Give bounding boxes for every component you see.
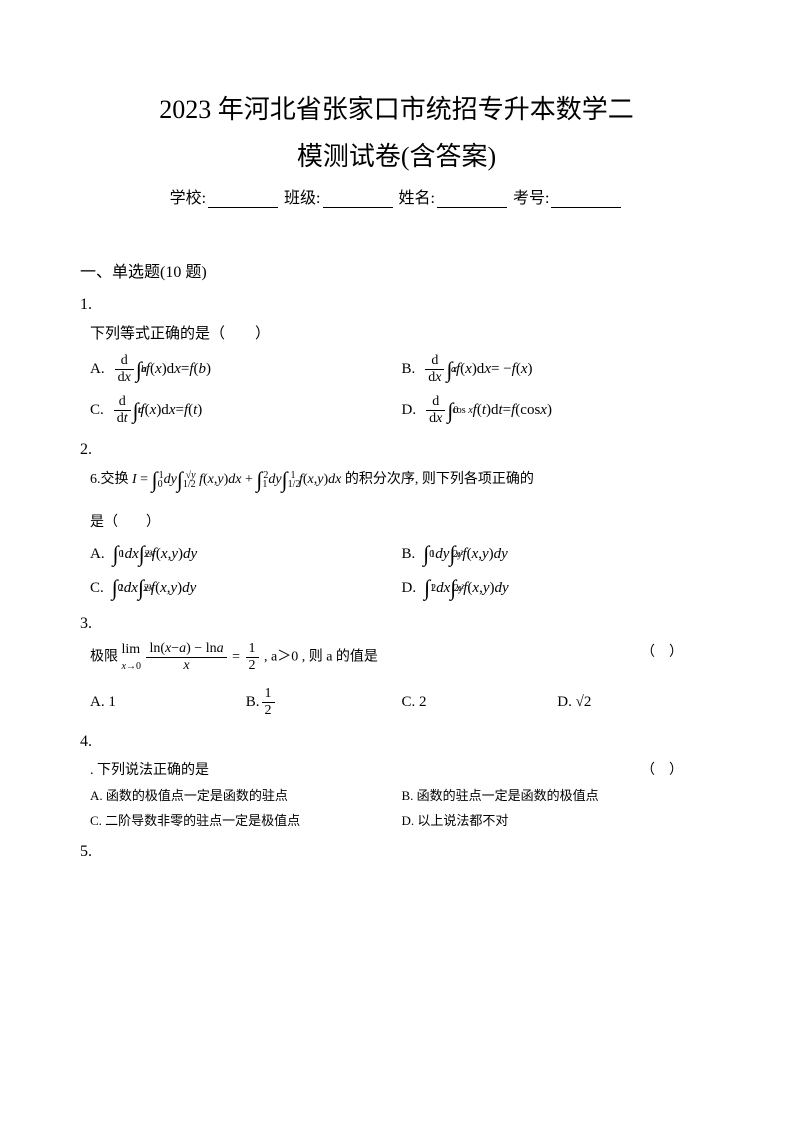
q4-text: . 下列说法正确的是 (90, 763, 209, 778)
q3-optB: B. 12 (246, 686, 402, 719)
q3-number: 3. (80, 615, 713, 633)
q3-optC: C. 2 (402, 686, 558, 719)
q4-optA: A. 函数的极值点一定是函数的驻点 (90, 785, 402, 804)
q3-suffix: , a＞0 , 则 a 的值是 (264, 650, 378, 665)
q5-number: 5. (80, 843, 713, 861)
q1-options-row1: A. ddx ∫ab f(x)dx = f(b) B. ddx ∫xa f(x)… (90, 353, 713, 386)
q2-optA: A. ∫01dx∫2xx² f(x,y)dy (90, 541, 402, 567)
q1-optC: C. ddt ∫at f(x)dx = f(t) (90, 394, 402, 427)
q1-optD: D. ddx ∫0cos x f(t)dt = f(cos x) (402, 394, 714, 427)
school-label: 学校: (170, 190, 206, 207)
q2-optD-label: D. (402, 580, 417, 597)
q4-paren: （ ） (641, 759, 683, 779)
exam-title-line2: 模测试卷(含答案) (80, 137, 713, 176)
q2-number: 2. (80, 441, 713, 459)
q2-text: 6.交换 I = ∫01dy∫1/2√y f(x,y)dx + ∫12dy∫1/… (90, 467, 713, 493)
q4-optC: C. 二阶导数非零的驻点一定是极值点 (90, 810, 402, 829)
name-blank[interactable] (437, 190, 507, 208)
q2-prefix: 6.交换 (90, 472, 129, 487)
q1-optA-label: A. (90, 361, 105, 378)
q3-options: A. 1 B. 12 C. 2 D. √2 (90, 686, 713, 719)
q3-optD: D. √2 (557, 686, 713, 719)
class-blank[interactable] (323, 190, 393, 208)
exam-blank[interactable] (551, 190, 621, 208)
q3-optA: A. 1 (90, 686, 246, 719)
q1-number: 1. (80, 296, 713, 314)
school-blank[interactable] (208, 190, 278, 208)
q2-optB-label: B. (402, 546, 416, 563)
q2-options-row2: C. ∫02dx∫2xx² f(x,y)dy D. ∫12dx∫x²2y f(x… (90, 575, 713, 601)
q4-optD: D. 以上说法都不对 (402, 810, 714, 829)
q1-optB-label: B. (402, 361, 416, 378)
q3-prefix: 极限 (90, 650, 118, 665)
q2-optC: C. ∫02dx∫2xx² f(x,y)dy (90, 575, 402, 601)
q2-optD: D. ∫12dx∫x²2y f(x,y)dy (402, 575, 714, 601)
exam-title-line1: 2023 年河北省张家口市统招专升本数学二 (80, 90, 713, 129)
q1-optA: A. ddx ∫ab f(x)dx = f(b) (90, 353, 402, 386)
name-label: 姓名: (399, 190, 435, 207)
q1-options-row2: C. ddt ∫at f(x)dx = f(t) D. ddx ∫0cos x … (90, 394, 713, 427)
q2-options-row1: A. ∫01dx∫2xx² f(x,y)dy B. ∫01dy∫x²2y f(x… (90, 541, 713, 567)
q2-is: 是（ ） (90, 511, 713, 531)
class-label: 班级: (284, 190, 320, 207)
q2-optB: B. ∫01dy∫x²2y f(x,y)dy (402, 541, 714, 567)
exam-label: 考号: (513, 190, 549, 207)
q1-optD-label: D. (402, 402, 417, 419)
section-1-title: 一、单选题(10 题) (80, 258, 713, 282)
q1-text: 下列等式正确的是（ ） (90, 322, 713, 343)
q1-optB: B. ddx ∫xa f(x)dx = −f(x) (402, 353, 714, 386)
q2-suffix: 的积分次序, 则下列各项正确的 (345, 472, 534, 487)
q2-optA-label: A. (90, 546, 105, 563)
q4-body: . 下列说法正确的是 （ ） A. 函数的极值点一定是函数的驻点 B. 函数的驻… (90, 759, 713, 829)
q3-optB-label: B. (246, 694, 260, 711)
q3-paren: （ ） (641, 641, 683, 661)
q2-optC-label: C. (90, 580, 104, 597)
student-info-line: 学校: 班级: 姓名: 考号: (80, 184, 713, 208)
q4-number: 4. (80, 733, 713, 751)
q3-text: 极限 limx→0 ln(x−a) − lnax = 12 , a＞0 , 则 … (90, 641, 713, 674)
q4-optB: B. 函数的驻点一定是函数的极值点 (402, 785, 714, 804)
q1-optC-label: C. (90, 402, 104, 419)
